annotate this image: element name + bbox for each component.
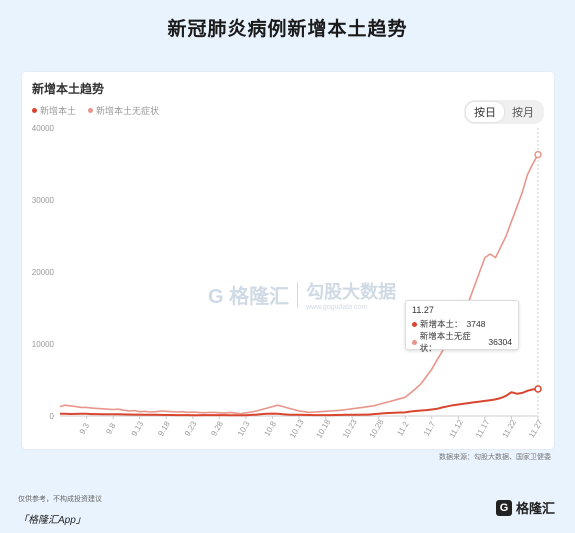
series-endpoint-0 [534,385,542,393]
y-tick-label-3: 30000 [32,196,55,205]
tooltip-dot-asymptomatic [412,339,417,345]
tooltip-row-local: 新增本土： 3748 [412,318,512,330]
footnote: 仅供参考，不构成投资建议 [18,496,102,503]
x-tick-label-14: 11.12 [447,418,465,440]
legend-item-asymptomatic[interactable]: 新增本土无症状 [88,104,159,117]
page-title: 新冠肺炎病例新增本土趋势 [167,19,408,40]
x-tick-label-11: 10.28 [368,417,386,439]
legend-label-local: 新增本土 [40,106,77,116]
x-tick-label-2: 9.13 [130,419,146,437]
watermark: G 格隆汇 勾股大数据 www.gogudata.com [208,278,396,311]
x-tick-label-13: 11.7 [422,420,438,438]
y-tick-label-1: 10000 [32,340,55,349]
chart-card: 新增本土趋势 新增本土 新增本土无症状 按日 按月 G 格隆汇 勾股大数据 ww… [22,72,554,449]
y-tick-label-4: 40000 [32,124,55,133]
x-tick-label-5: 9.28 [209,419,225,437]
chart-tooltip: 11.27 新增本土： 3748 新增本土无症状： 36304 [405,300,519,353]
watermark-cn: 勾股大数据 [306,282,397,302]
tooltip-date: 11.27 [412,305,434,315]
watermark-en: www.gogudata.com [306,304,368,311]
watermark-logo: G 格隆汇 [208,280,289,309]
tooltip-value-local: 3748 [466,319,486,329]
legend-dot-local [32,108,37,113]
x-tick-label-12: 11.2 [395,420,411,438]
x-tick-label-15: 11.17 [474,418,492,440]
logo-text: 格隆汇 [515,501,555,516]
app-label: 「格隆汇App」 [18,515,86,526]
legend-dot-asymptomatic [88,108,94,113]
brand-logo: G 格隆汇 [495,498,555,517]
x-tick-label-17: 11.27 [527,418,545,440]
toggle-by-day[interactable]: 按日 [466,102,504,122]
x-tick-label-7: 10.8 [262,419,278,437]
tooltip-label-local: 新增本土： [420,319,463,329]
data-source: 数据来源：勾股大数据、国家卫健委 [439,454,551,461]
period-toggle: 按日 按月 [464,100,544,124]
x-tick-label-6: 10.3 [236,419,252,437]
series-endpoint-1 [534,150,542,159]
legend-item-local[interactable]: 新增本土 [32,104,76,117]
logo-icon: G [495,499,512,516]
y-tick-label-2: 20000 [32,268,55,277]
x-tick-label-8: 10.13 [288,417,306,439]
series-line-0 [59,388,539,417]
watermark-divider [297,281,299,308]
tooltip-label-asymptomatic: 新增本土无症状： [419,331,471,353]
line-chart: 0 10000 20000 30000 40000 9.3 9.8 9.13 9.18 9.23 9… [32,124,545,440]
x-tick-label-0: 9.3 [78,421,92,436]
y-tick-label-0: 0 [50,412,55,421]
toggle-by-month[interactable]: 按月 [512,107,534,119]
x-tick-label-16: 11.22 [501,418,519,440]
watermark-logo-text: 格隆汇 [229,286,290,308]
series-line-1 [59,154,539,415]
chart-title: 新增本土趋势 [32,82,105,96]
tooltip-value-asymptomatic: 36304 [488,337,512,347]
x-tick-label-4: 9.23 [183,419,199,437]
watermark-brand: 勾股大数据 www.gogudata.com [306,278,396,311]
tooltip-row-asymptomatic: 新增本土无症状： 36304 [412,330,512,354]
tooltip-dot-local [412,321,417,327]
x-tick-label-1: 9.8 [104,421,118,436]
x-tick-label-10: 10.23 [341,417,359,439]
chart-legend: 新增本土 新增本土无症状 [32,104,159,117]
x-tick-label-3: 9.18 [156,419,172,437]
x-tick-label-9: 10.18 [314,417,332,439]
watermark-glyph: G [208,286,224,308]
legend-label-asymptomatic: 新增本土无症状 [96,106,160,116]
